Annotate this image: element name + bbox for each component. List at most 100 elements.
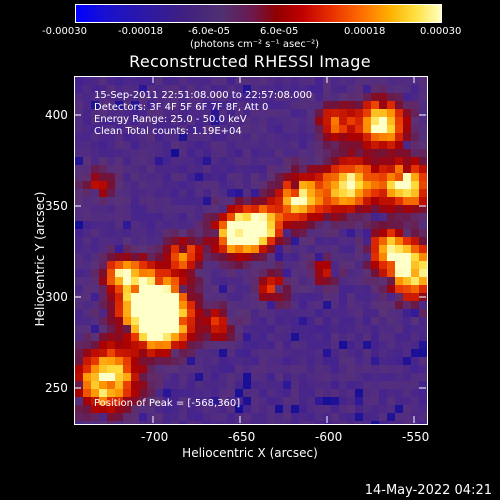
image-pixel <box>219 269 227 277</box>
image-pixel <box>243 349 251 357</box>
image-pixel <box>235 397 243 405</box>
image-pixel <box>99 109 107 117</box>
image-pixel <box>91 133 99 141</box>
image-pixel <box>187 117 195 125</box>
image-pixel <box>323 261 331 269</box>
image-pixel <box>371 117 379 125</box>
image-pixel <box>155 149 163 157</box>
image-pixel <box>107 197 115 205</box>
image-pixel <box>315 221 323 229</box>
image-pixel <box>203 413 211 421</box>
image-pixel <box>347 421 355 424</box>
image-pixel <box>115 349 123 357</box>
image-pixel <box>107 253 115 261</box>
image-pixel <box>251 229 259 237</box>
image-pixel <box>219 173 227 181</box>
image-pixel <box>283 413 291 421</box>
image-pixel <box>323 269 331 277</box>
image-pixel <box>99 373 107 381</box>
image-pixel <box>339 269 347 277</box>
image-pixel <box>419 117 427 125</box>
image-pixel <box>91 213 99 221</box>
image-pixel <box>179 333 187 341</box>
image-pixel <box>243 309 251 317</box>
image-pixel <box>323 237 331 245</box>
image-pixel <box>307 365 315 373</box>
image-pixel <box>331 109 339 117</box>
image-pixel <box>187 269 195 277</box>
image-pixel <box>355 349 363 357</box>
image-pixel <box>227 317 235 325</box>
image-pixel <box>283 197 291 205</box>
image-pixel <box>315 149 323 157</box>
image-pixel <box>403 149 411 157</box>
image-pixel <box>131 333 139 341</box>
image-pixel <box>355 285 363 293</box>
image-pixel <box>387 133 395 141</box>
image-pixel <box>171 413 179 421</box>
image-pixel <box>187 317 195 325</box>
image-pixel <box>363 165 371 173</box>
image-pixel <box>411 165 419 173</box>
image-pixel <box>371 125 379 133</box>
image-pixel <box>259 149 267 157</box>
image-pixel <box>83 365 91 373</box>
image-pixel <box>83 197 91 205</box>
image-pixel <box>307 421 315 424</box>
image-pixel <box>179 309 187 317</box>
image-pixel <box>91 413 99 421</box>
image-pixel <box>363 157 371 165</box>
image-pixel <box>355 213 363 221</box>
image-pixel <box>267 325 275 333</box>
image-pixel <box>371 245 379 253</box>
image-pixel <box>123 285 131 293</box>
image-pixel <box>75 189 83 197</box>
image-pixel <box>243 333 251 341</box>
image-pixel <box>219 205 227 213</box>
image-pixel <box>163 229 171 237</box>
image-pixel <box>235 109 243 117</box>
image-pixel <box>331 141 339 149</box>
image-pixel <box>283 229 291 237</box>
image-pixel <box>259 357 267 365</box>
image-pixel <box>363 373 371 381</box>
image-pixel <box>139 285 147 293</box>
image-pixel <box>171 93 179 101</box>
image-pixel <box>227 181 235 189</box>
image-pixel <box>163 373 171 381</box>
image-pixel <box>91 109 99 117</box>
image-pixel <box>243 181 251 189</box>
image-pixel <box>283 261 291 269</box>
image-pixel <box>115 357 123 365</box>
image-pixel <box>131 261 139 269</box>
image-pixel <box>363 245 371 253</box>
image-pixel <box>387 389 395 397</box>
image-pixel <box>411 213 419 221</box>
image-pixel <box>123 245 131 253</box>
image-pixel <box>307 317 315 325</box>
image-pixel <box>347 405 355 413</box>
image-pixel <box>411 221 419 229</box>
image-pixel <box>75 261 83 269</box>
colorbar-tick-label: -0.00018 <box>118 26 163 37</box>
image-pixel <box>123 77 131 85</box>
image-pixel <box>147 405 155 413</box>
image-pixel <box>387 341 395 349</box>
image-pixel <box>379 325 387 333</box>
image-pixel <box>315 93 323 101</box>
image-pixel <box>227 405 235 413</box>
image-pixel <box>283 325 291 333</box>
image-pixel <box>163 181 171 189</box>
image-pixel <box>139 141 147 149</box>
image-pixel <box>203 197 211 205</box>
image-pixel <box>347 117 355 125</box>
image-pixel <box>179 421 187 424</box>
image-pixel <box>299 381 307 389</box>
image-pixel <box>91 229 99 237</box>
image-pixel <box>91 173 99 181</box>
image-pixel <box>283 133 291 141</box>
image-pixel <box>171 165 179 173</box>
image-pixel <box>291 101 299 109</box>
image-pixel <box>227 333 235 341</box>
image-pixel <box>211 205 219 213</box>
